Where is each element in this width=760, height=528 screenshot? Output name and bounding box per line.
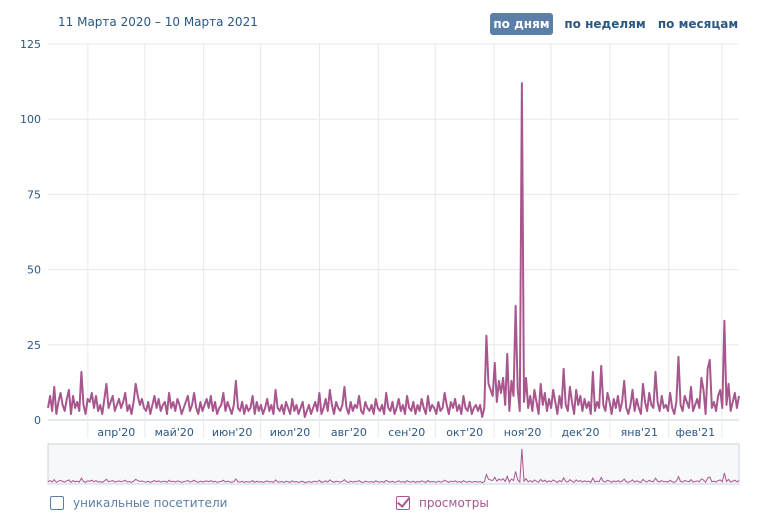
tab-by-months[interactable]: по месяцам (657, 17, 739, 31)
series-line-views (47, 82, 740, 418)
y-tick-label: 50 (27, 264, 41, 277)
y-axis-labels: 0 25 50 75 100 125 (20, 38, 41, 427)
period-tabs: по дням по неделям по месяцам (0, 13, 760, 37)
x-gridlines (87, 44, 723, 438)
x-tick-label: янв'21 (621, 426, 658, 439)
legend-unique-visitors[interactable]: уникальные посетители (50, 495, 227, 511)
x-tick-label: фев'21 (675, 426, 715, 439)
navigator-frame[interactable] (47, 443, 740, 485)
y-gridlines (48, 43, 739, 421)
date-range: 11 Марта 2020 – 10 Марта 2021 (58, 15, 258, 29)
y-tick-label: 25 (27, 339, 41, 352)
unique-visitors-checkbox[interactable] (50, 496, 64, 510)
navigator (47, 443, 740, 485)
views-checkbox[interactable] (396, 496, 410, 510)
x-tick-label: май'20 (155, 426, 194, 439)
legend-label-views: просмотры (419, 496, 489, 510)
y-tick-label: 75 (27, 188, 41, 201)
tab-by-days[interactable]: по дням (490, 13, 553, 35)
x-tick-label: ноя'20 (504, 426, 542, 439)
legend-label-unique-visitors: уникальные посетители (73, 496, 228, 510)
navigator-series-line (47, 448, 740, 484)
x-tick-label: июн'20 (212, 426, 253, 439)
main-series (47, 82, 740, 418)
x-tick-label: дек'20 (561, 426, 599, 439)
x-axis-labels: апр'20 май'20 июн'20 июл'20 авг'20 сен'20 окт'… (97, 426, 715, 439)
y-tick-label: 0 (34, 414, 41, 427)
x-tick-label: авг'20 (331, 426, 367, 439)
x-tick-label: сен'20 (388, 426, 425, 439)
legend-views[interactable]: просмотры (396, 495, 489, 511)
x-tick-label: июл'20 (270, 426, 310, 439)
y-tick-label: 125 (20, 38, 41, 51)
x-tick-label: окт'20 (446, 426, 483, 439)
tab-by-weeks[interactable]: по неделям (564, 17, 646, 31)
x-tick-label: апр'20 (97, 426, 135, 439)
y-tick-label: 100 (20, 113, 41, 126)
